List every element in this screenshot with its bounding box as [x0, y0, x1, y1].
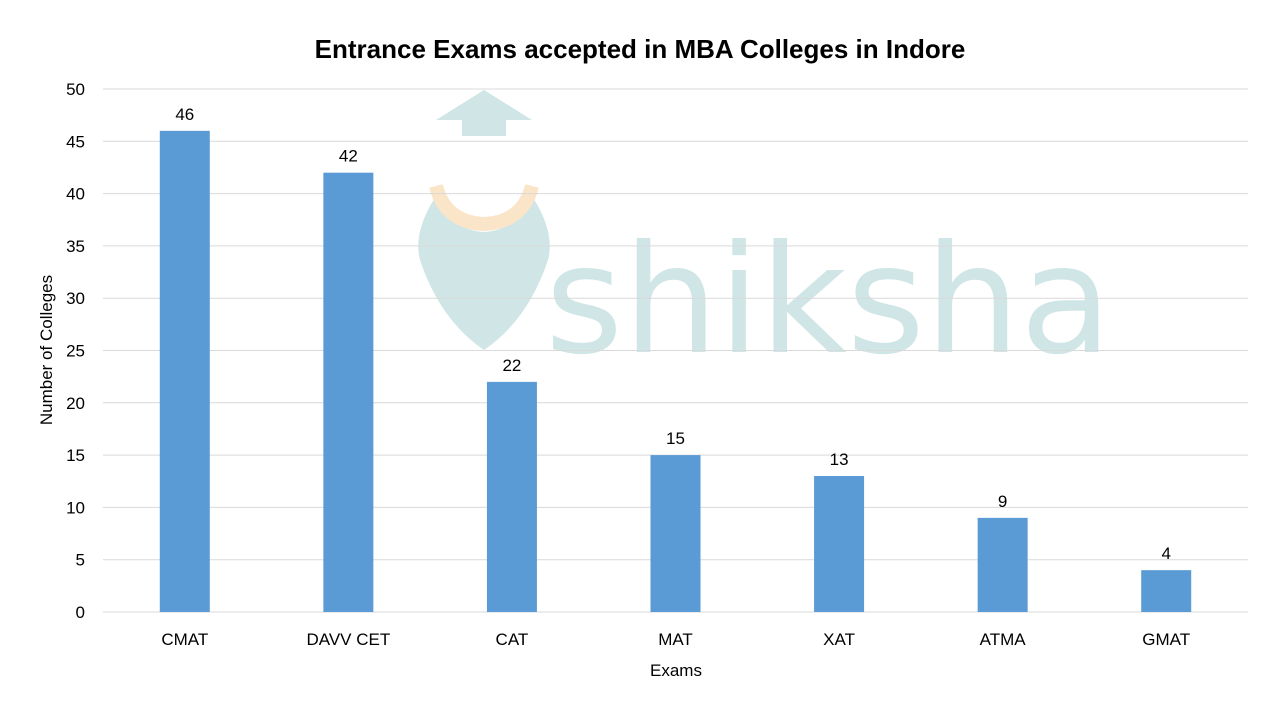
x-tick-label: MAT	[658, 630, 693, 649]
y-tick-label: 0	[76, 603, 85, 622]
bar-mat	[650, 455, 701, 612]
bars: 46 42 22 15 13 9 4	[159, 105, 1192, 612]
bar-atma	[977, 517, 1028, 612]
x-tick-label: GMAT	[1142, 630, 1190, 649]
bar-davv-cet	[323, 172, 374, 612]
watermark-text: shiksha	[545, 214, 1112, 388]
chart-title: Entrance Exams accepted in MBA Colleges …	[315, 34, 966, 64]
bar-xat	[814, 476, 865, 612]
x-axis-ticks: CMAT DAVV CET CAT MAT XAT ATMA GMAT	[161, 630, 1190, 649]
bar-cat	[486, 381, 537, 612]
y-tick-label: 5	[76, 551, 85, 570]
cap-icon	[436, 90, 532, 120]
y-axis-ticks: 0 5 10 15 20 25 30 35 40 45 50	[66, 80, 85, 622]
bar-cmat	[159, 130, 210, 612]
y-tick-label: 20	[66, 394, 85, 413]
bar-gmat	[1141, 570, 1192, 612]
data-label: 15	[666, 429, 685, 448]
x-tick-label: XAT	[823, 630, 855, 649]
y-tick-label: 45	[66, 132, 85, 151]
y-tick-label: 30	[66, 289, 85, 308]
logo-shape	[418, 190, 550, 350]
y-tick-label: 10	[66, 498, 85, 517]
x-tick-label: DAVV CET	[306, 630, 390, 649]
x-tick-label: ATMA	[980, 630, 1027, 649]
y-axis-label: Number of Colleges	[37, 275, 56, 425]
y-tick-label: 25	[66, 342, 85, 361]
shiksha-watermark-logo: shiksha	[418, 90, 1112, 388]
data-label: 22	[502, 356, 521, 375]
x-tick-label: CMAT	[161, 630, 208, 649]
y-tick-label: 15	[66, 446, 85, 465]
y-tick-label: 50	[66, 80, 85, 99]
data-label: 4	[1161, 544, 1170, 563]
cap-base	[462, 118, 506, 136]
x-tick-label: CAT	[496, 630, 529, 649]
logo-arc	[429, 183, 539, 232]
data-label: 9	[998, 492, 1007, 511]
data-label: 13	[830, 450, 849, 469]
y-tick-label: 40	[66, 185, 85, 204]
x-axis-label: Exams	[650, 661, 702, 680]
y-tick-label: 35	[66, 237, 85, 256]
gridlines	[103, 88, 1248, 613]
data-label: 42	[339, 147, 358, 166]
data-label: 46	[175, 105, 194, 124]
